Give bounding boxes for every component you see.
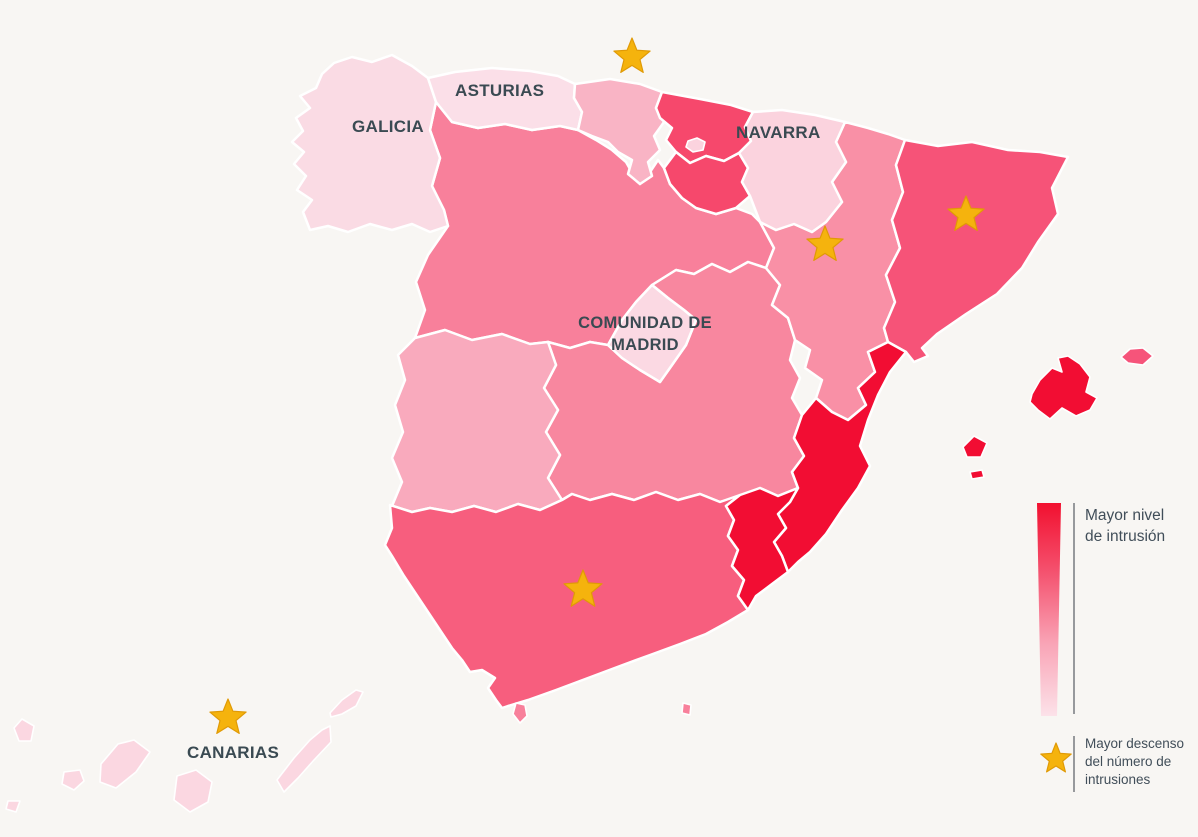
region-ibiza [962, 435, 988, 458]
legend-gradient-bar [1037, 503, 1061, 716]
regions-layer [5, 53, 1154, 813]
region-melilla [681, 702, 692, 716]
star-markers-layer [209, 37, 985, 735]
legend-star-label: Mayor descenso del número de intrusiones [1085, 736, 1185, 787]
legend-high-intrusion-label: Mayor nivel de intrusión [1085, 507, 1166, 545]
region-galicia [290, 53, 450, 234]
label-asturias: ASTURIAS [455, 81, 545, 100]
region-menorca [1120, 347, 1154, 366]
star-marker-cataluna [947, 195, 985, 231]
region-murcia [724, 486, 800, 612]
star-marker-aragon [806, 225, 844, 261]
region-formentera [969, 469, 985, 480]
region-madrid [606, 283, 698, 384]
label-galicia: GALICIA [352, 117, 424, 136]
star-marker-cantabria [613, 37, 651, 74]
label-comunidad-de-madrid: COMUNIDAD DE MADRID [578, 314, 712, 354]
legend-graphics [1037, 503, 1075, 792]
region-mallorca [1029, 355, 1098, 420]
region-canarias [173, 769, 213, 813]
legend-star-icon [1040, 742, 1072, 773]
region-trevino_enclave [685, 137, 706, 153]
region-canarias [5, 800, 21, 813]
region-extremadura [390, 328, 564, 514]
region-canarias [99, 739, 151, 789]
region-canarias [329, 689, 364, 718]
region-ceuta [512, 702, 528, 724]
star-marker-andalucia [563, 569, 603, 607]
region-canarias [276, 725, 332, 793]
star-marker-canarias [209, 698, 247, 735]
label-navarra: NAVARRA [736, 123, 821, 142]
region-andalucia [383, 490, 750, 710]
label-canarias: CANARIAS [187, 743, 280, 762]
region-canarias [13, 718, 35, 742]
region-canarias [61, 769, 85, 791]
region-navarra [737, 108, 848, 234]
region-cataluna [882, 138, 1070, 364]
